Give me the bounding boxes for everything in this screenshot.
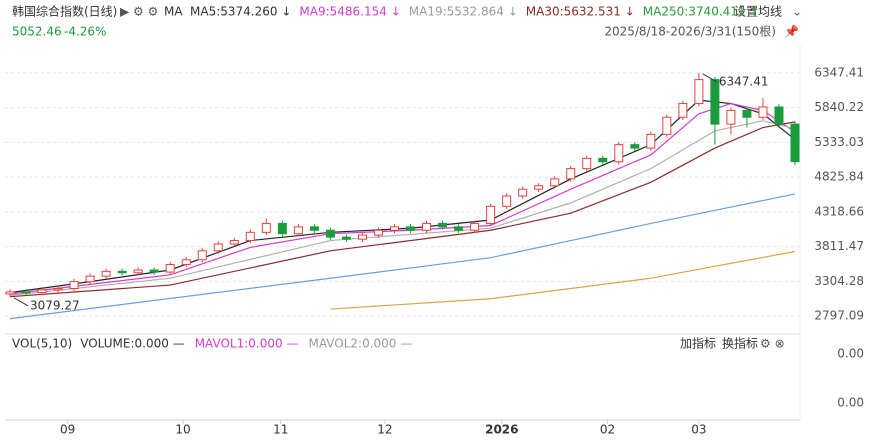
- candle-body: [85, 275, 95, 283]
- candle-body: [726, 109, 736, 125]
- volume-legend: MAVOL1:0.000 —: [195, 337, 299, 351]
- candle-body: [550, 178, 560, 187]
- candle-body: [341, 236, 351, 240]
- indicator: MA: [164, 5, 183, 19]
- x-tick-label: 02: [600, 423, 615, 437]
- x-tick-label: 03: [691, 423, 706, 437]
- icons[interactable]: ▶ ⚙ ⚙: [120, 5, 158, 19]
- volume-axis-label: 0.00: [837, 347, 864, 361]
- y-tick-label: 5840.22: [814, 100, 864, 114]
- candle-body: [21, 291, 31, 294]
- y-tick-label: 4825.84: [814, 170, 864, 184]
- annotation: 3079.27: [30, 298, 80, 312]
- candle-body: [502, 195, 512, 207]
- last-price: 5052.46: [12, 25, 62, 39]
- panel-icons[interactable]: ⚙ ⊗: [760, 337, 785, 351]
- ma-line: [9, 193, 796, 320]
- candle-body: [662, 116, 672, 135]
- candle-body: [470, 222, 480, 231]
- candle-body: [710, 79, 720, 125]
- candle-body: [229, 240, 239, 245]
- volume-title: VOL(5,10): [12, 337, 72, 351]
- volume-legend: VOLUME:0.000 —: [80, 337, 184, 351]
- candle-body: [245, 231, 255, 242]
- candle-body: [566, 168, 576, 180]
- candle-body: [406, 226, 416, 231]
- candle-body: [758, 106, 768, 118]
- candle-body: [101, 270, 111, 277]
- candle-body: [5, 291, 15, 295]
- candle-body: [646, 133, 656, 149]
- candle-body: [53, 287, 63, 291]
- candle-body: [325, 229, 335, 238]
- candle-body: [614, 144, 624, 163]
- candle-body: [582, 157, 592, 170]
- candle-body: [69, 281, 79, 289]
- candle-body: [598, 157, 608, 163]
- candle-body: [165, 264, 175, 273]
- legend-entry: MA19:5532.864 ↓: [409, 5, 518, 19]
- x-tick-label: 2026: [485, 423, 518, 437]
- indicator-button[interactable]: 换指标: [722, 336, 758, 351]
- indicator-button[interactable]: 加指标: [680, 336, 716, 351]
- candle-body: [678, 103, 688, 118]
- y-tick-label: 3304.28: [814, 274, 864, 288]
- candle-body: [277, 222, 287, 235]
- volume-legend: MAVOL2:0.000 —: [308, 337, 412, 351]
- candle-body: [790, 123, 800, 163]
- candle-body: [422, 222, 432, 231]
- candle-body: [37, 289, 47, 294]
- y-tick-label: 2797.09: [814, 309, 864, 323]
- pin[interactable]: 📌: [784, 24, 799, 39]
- candle-body: [518, 188, 528, 197]
- x-tick-label: 10: [175, 423, 190, 437]
- candle-body: [117, 270, 127, 274]
- settings[interactable]: 设置均线: [734, 5, 782, 19]
- candle-body: [454, 226, 464, 231]
- candle-body: [133, 269, 143, 274]
- legend-entry: MA9:5486.154 ↓: [299, 5, 400, 19]
- candle-body: [486, 205, 496, 224]
- candle-body: [149, 269, 159, 273]
- range: 2025/8/18-2026/3/31(150根): [604, 25, 776, 39]
- candle-body: [438, 222, 448, 228]
- annotation-arrow: [13, 297, 29, 307]
- candle-body: [630, 144, 640, 149]
- ma-line: [9, 121, 796, 298]
- y-tick-label: 5333.03: [814, 135, 864, 149]
- candle-body: [694, 79, 704, 105]
- y-tick-label: 6347.41: [814, 65, 864, 79]
- candle-body: [774, 106, 784, 125]
- chevron: ⌄: [792, 5, 802, 19]
- candle-body: [197, 250, 207, 261]
- ma-line: [330, 250, 796, 310]
- x-tick-label: 11: [273, 423, 288, 437]
- candle-body: [534, 185, 544, 190]
- volume-axis-label: 0.00: [837, 396, 864, 410]
- candle-body: [373, 229, 383, 236]
- ma-line: [9, 99, 796, 294]
- x-tick-label: 09: [60, 423, 75, 437]
- candle-body: [742, 109, 752, 118]
- candle-body: [293, 226, 303, 235]
- candle-body: [357, 234, 367, 240]
- legend-entry: MA250:3740.411 ↑: [643, 5, 760, 19]
- y-tick-label: 4318.66: [814, 204, 864, 218]
- y-tick-label: 3811.47: [814, 239, 864, 253]
- candle-body: [309, 226, 319, 231]
- change: -4.26%: [64, 25, 106, 39]
- annotation: 6347.41: [719, 74, 769, 88]
- legend-entry: MA5:5374.260 ↓: [190, 5, 291, 19]
- legend-entry: MA30:5632.531 ↓: [526, 5, 635, 19]
- candle-body: [181, 259, 191, 266]
- candle-body: [389, 226, 399, 231]
- annotation-arrow: [702, 73, 718, 83]
- chart-title: 韩国综合指数(日线): [12, 4, 117, 19]
- x-tick-label: 12: [377, 423, 392, 437]
- candle-body: [261, 222, 271, 233]
- candle-body: [213, 243, 223, 252]
- ma-line: [9, 102, 796, 295]
